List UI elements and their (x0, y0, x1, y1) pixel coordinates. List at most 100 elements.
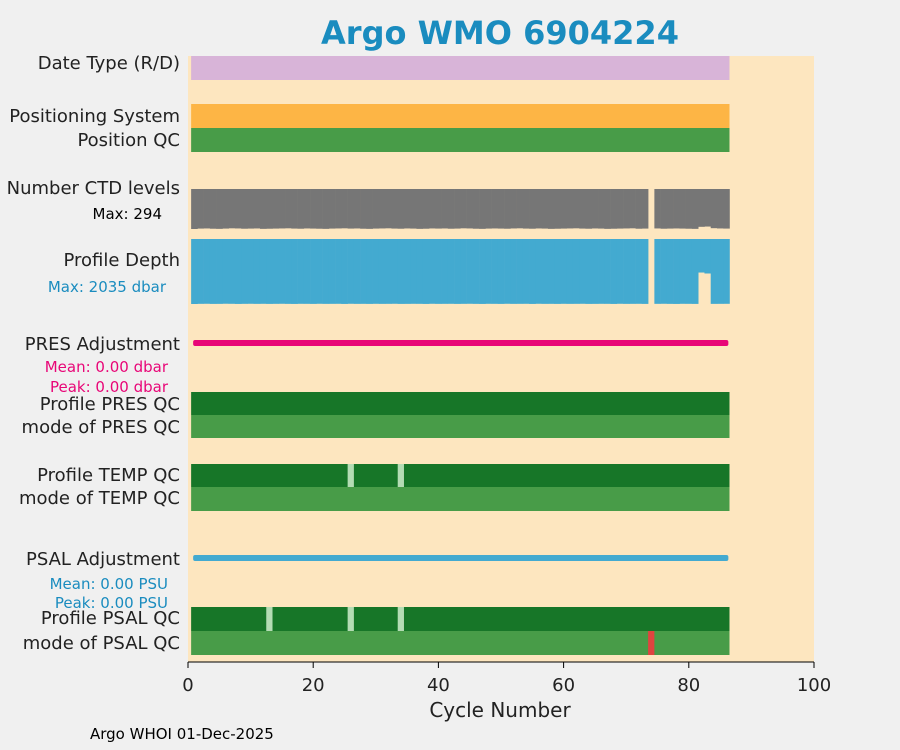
profile-depth-bar (472, 239, 480, 304)
profile-depth-bar (341, 239, 348, 304)
profile-depth-bar (335, 239, 342, 304)
ctd-level-bar (641, 189, 649, 229)
ctd-level-bar (591, 189, 599, 229)
qc-band (191, 104, 730, 128)
row-label: mode of TEMP QC (19, 488, 180, 509)
row-label: Positioning System (9, 106, 180, 127)
ctd-level-bar (723, 189, 730, 229)
profile-depth-bar (598, 239, 605, 304)
profile-depth-bar (529, 239, 536, 304)
row-label: Profile Depth (63, 250, 180, 271)
ctd-level-bar (435, 189, 442, 229)
ctd-level-bar (429, 189, 436, 229)
ctd-level-bar (497, 189, 505, 229)
max-annotation: Max: 2035 dbar (48, 278, 167, 296)
profile-depth-bar (403, 239, 411, 304)
profile-depth-bar (209, 239, 217, 304)
profile-depth-bar (416, 239, 424, 304)
profile-depth-bar (504, 239, 511, 304)
ctd-level-bar (479, 189, 486, 229)
profile-depth-bar (510, 239, 517, 304)
ctd-level-bar (385, 189, 392, 229)
peak-annotation: Peak: 0.00 PSU (55, 594, 168, 612)
ctd-level-bar (272, 189, 280, 229)
qc-band (191, 487, 730, 511)
ctd-level-bar (522, 189, 530, 229)
ctd-level-bar (347, 189, 355, 229)
qc-flag-mark (347, 607, 354, 631)
ctd-level-bar (716, 189, 724, 229)
ctd-level-bar (322, 189, 330, 229)
profile-depth-bar (429, 239, 436, 304)
ctd-level-bar (566, 189, 574, 229)
ctd-level-bar (372, 189, 380, 229)
profile-depth-bar (554, 239, 561, 304)
ctd-level-bar (341, 189, 348, 229)
qc-band (191, 392, 730, 415)
profile-depth-bar (247, 239, 255, 304)
profile-depth-bar (253, 239, 261, 304)
ctd-level-bar (360, 189, 367, 229)
x-axis: 0 20 40 60 80 100 (182, 661, 831, 696)
qc-flag-mark (397, 464, 404, 487)
qc-band (191, 607, 730, 631)
ctd-level-bar (416, 189, 424, 229)
ctd-level-bar (310, 189, 317, 229)
ctd-level-bar (604, 189, 611, 229)
qc-band (191, 128, 730, 152)
ctd-level-bar (529, 189, 536, 229)
profile-depth-bar (723, 239, 730, 304)
row-bands (191, 56, 730, 655)
profile-depth-bar (623, 239, 630, 304)
profile-depth-bar (716, 239, 724, 304)
ctd-level-bar (247, 189, 255, 229)
profile-depth-bar (310, 239, 317, 304)
ctd-level-bar (391, 189, 399, 229)
qc-flag-mark (397, 607, 404, 631)
profile-depth-bar (241, 239, 248, 304)
ctd-level-bar (197, 189, 204, 229)
profile-depth-bar (591, 239, 599, 304)
ctd-level-bar (516, 189, 524, 229)
ctd-level-bar (572, 189, 580, 229)
ctd-level-bar (328, 189, 336, 229)
profile-depth-bar (316, 239, 323, 304)
row-label: Date Type (R/D) (38, 53, 180, 74)
row-label: mode of PSAL QC (23, 633, 180, 654)
profile-depth-bar (604, 239, 611, 304)
profile-depth-bar (385, 239, 392, 304)
ctd-level-bar (585, 189, 593, 229)
profile-depth-bar (266, 239, 273, 304)
ctd-level-bar (710, 189, 718, 229)
profile-depth-bar (698, 239, 705, 273)
ctd-level-bar (216, 189, 223, 229)
profile-depth-bar (360, 239, 367, 304)
ctd-level-bar (447, 189, 455, 229)
mean-annotation: Mean: 0.00 PSU (50, 575, 168, 593)
x-axis-label: Cycle Number (429, 698, 571, 722)
ctd-level-bar (397, 189, 405, 229)
profile-depth-bar (285, 239, 292, 304)
profile-depth-bar (654, 239, 661, 304)
ctd-level-bar (335, 189, 342, 229)
profile-depth-bar (560, 239, 568, 304)
qc-band (191, 415, 730, 438)
ctd-level-bar (691, 189, 699, 229)
x-tick-label: 80 (677, 675, 700, 696)
ctd-level-bar (616, 189, 624, 229)
profile-depth-bar (441, 239, 449, 304)
profile-depth-bar (447, 239, 455, 304)
profile-depth-bar (710, 239, 718, 304)
ctd-level-bar (579, 189, 586, 229)
profile-depth-bar (673, 239, 680, 304)
peak-annotation: Peak: 0.00 dbar (50, 378, 169, 396)
adjustment-line (193, 555, 729, 561)
ctd-level-bar (253, 189, 261, 229)
profile-depth-bar (259, 239, 267, 304)
ctd-level-bar (303, 189, 311, 229)
profile-depth-bar (278, 239, 286, 304)
profile-depth-bar (466, 239, 474, 304)
profile-depth-bar (491, 239, 499, 304)
profile-depth-bar (328, 239, 336, 304)
ctd-level-bar (410, 189, 417, 229)
